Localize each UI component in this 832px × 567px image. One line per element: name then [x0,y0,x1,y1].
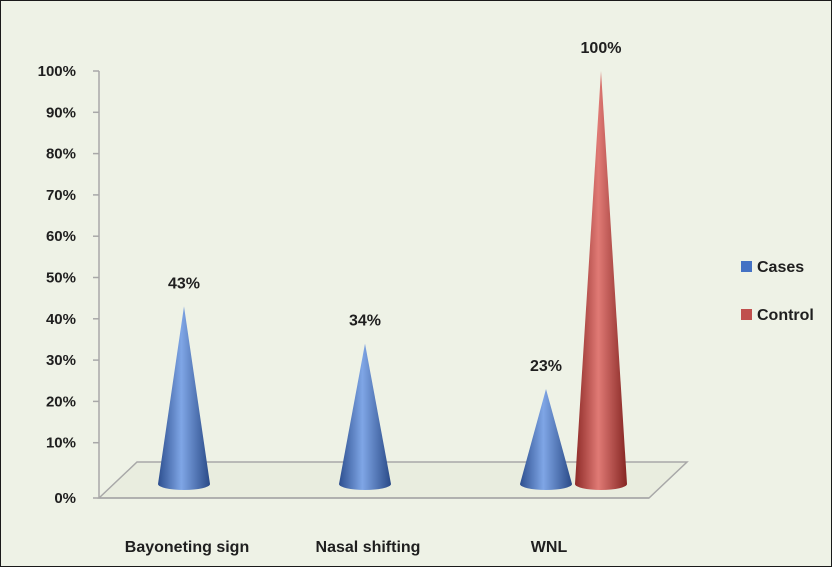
y-tick-label: 50% [46,270,76,287]
data-label: 100% [581,40,622,57]
cone-cases-0 [158,306,210,490]
legend-swatch-cases [741,261,752,272]
legend-label-cases: Cases [757,259,804,276]
legend-label-control: Control [757,307,814,324]
x-category-label: Bayoneting sign [125,539,249,556]
data-label: 23% [530,358,562,375]
cone-control-2 [575,71,627,490]
legend-swatch-control [741,309,752,320]
y-tick-label: 70% [46,187,76,204]
y-tick-label: 20% [46,393,76,410]
data-label: 43% [168,275,200,292]
y-tick-label: 90% [46,104,76,121]
y-tick-label: 80% [46,146,76,163]
cone-cases-1 [339,343,391,490]
x-category-label: WNL [531,539,568,556]
x-category-label: Nasal shifting [316,539,421,556]
cone-cases-2 [520,389,572,490]
data-label: 34% [349,313,381,330]
y-tick-label: 30% [46,352,76,369]
y-tick-label: 100% [38,63,76,80]
y-tick-label: 60% [46,228,76,245]
y-tick-label: 40% [46,311,76,328]
y-tick-label: 10% [46,435,76,452]
y-tick-label: 0% [54,490,76,507]
